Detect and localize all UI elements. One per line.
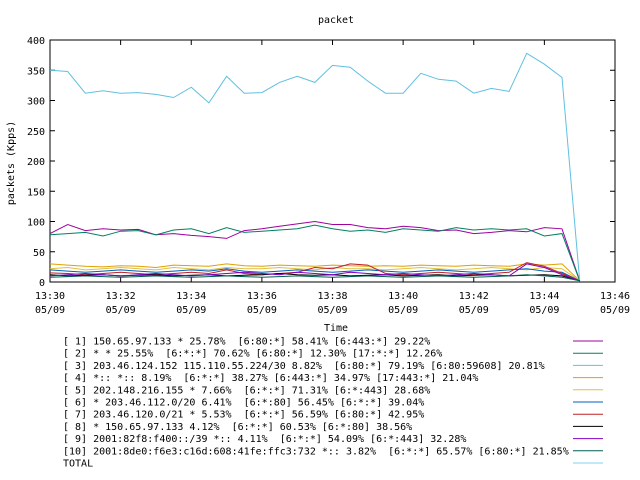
legend-label: [ 5] 202.148.216.155 * 7.66% [6:*:*] 71.… xyxy=(63,385,430,396)
legend: [ 1] 150.65.97.133 * 25.78% [6:80:*] 58.… xyxy=(63,337,603,470)
x-axis-label: Time xyxy=(324,323,348,334)
series-line-10 xyxy=(49,274,580,282)
x-tick-label-time: 13:44 xyxy=(529,291,559,302)
series-line-3 xyxy=(49,52,581,281)
y-tick-label: 300 xyxy=(27,97,45,108)
legend-label: [ 6] * 203.46.112.0/20 6.41% [6:*:80] 56… xyxy=(63,398,424,409)
y-axis-label: packets (Kpps) xyxy=(6,121,17,205)
y-tick-label: 250 xyxy=(27,127,45,138)
y-tick-label: 350 xyxy=(27,66,45,77)
series-line-5 xyxy=(49,266,580,282)
legend-label: [ 9] 2001:82f8:f400::/39 *:: 4.11% [6:*:… xyxy=(63,434,466,445)
series-line-1 xyxy=(49,220,581,281)
x-tick-label-date: 05/09 xyxy=(35,305,65,316)
y-tick-label: 150 xyxy=(27,187,45,198)
plot-area: 0 50 100 150 200 250 300 350 400 13:30 05/09 13:32 0… xyxy=(27,36,630,316)
y-tick-label: 50 xyxy=(33,248,45,259)
x-tick-label-time: 13:34 xyxy=(176,291,206,302)
y-tick-label: 0 xyxy=(39,278,45,289)
x-tick-label-date: 05/09 xyxy=(176,305,206,316)
x-tick-label-time: 13:32 xyxy=(106,291,136,302)
x-tick-label-date: 05/09 xyxy=(529,305,559,316)
series-line-4 xyxy=(49,263,581,282)
y-tick-label: 400 xyxy=(27,36,45,47)
legend-label: TOTAL xyxy=(63,459,93,470)
legend-label: [ 7] 203.46.120.0/21 * 5.53% [6:*:*] 56.… xyxy=(63,410,424,421)
series-line-7 xyxy=(49,262,580,282)
series-line-9 xyxy=(49,263,580,282)
x-tick-label-time: 13:42 xyxy=(459,291,489,302)
x-tick-label-date: 05/09 xyxy=(459,305,489,316)
series-line-6 xyxy=(49,268,580,282)
legend-label: [ 1] 150.65.97.133 * 25.78% [6:80:*] 58.… xyxy=(63,337,430,348)
legend-label: [ 8] * 150.65.97.133 4.12% [6:*:*] 60.53… xyxy=(63,422,412,433)
x-tick-label-date: 05/09 xyxy=(106,305,136,316)
x-tick-label-date: 05/09 xyxy=(317,305,347,316)
legend-label: [10] 2001:8de0:f6e3:c16d:608:41fe:ffc3:7… xyxy=(63,446,569,457)
y-tick-label: 200 xyxy=(27,157,45,168)
x-tick-label-time: 13:40 xyxy=(388,291,418,302)
legend-label: [ 2] * * 25.55% [6:*:*] 70.62% [6:80:*] … xyxy=(63,349,442,360)
x-tick-label-date: 05/09 xyxy=(600,305,630,316)
x-tick-label-time: 13:46 xyxy=(600,291,630,302)
legend-label: [ 4] *:: *:: 8.19% [6:*:*] 38.27% [6:443… xyxy=(63,373,478,384)
plot-frame xyxy=(49,39,616,283)
y-tick-label: 100 xyxy=(27,218,45,229)
x-tick-label-time: 13:30 xyxy=(35,291,65,302)
x-tick-label-date: 05/09 xyxy=(247,305,277,316)
x-tick-label-time: 13:38 xyxy=(317,291,347,302)
x-tick-label-date: 05/09 xyxy=(388,305,418,316)
legend-label: [ 3] 203.46.124.152 115.110.55.224/30 8.… xyxy=(63,361,545,372)
chart-title: packet xyxy=(318,15,354,26)
x-tick-label-time: 13:36 xyxy=(247,291,277,302)
series-line-2 xyxy=(49,224,581,281)
